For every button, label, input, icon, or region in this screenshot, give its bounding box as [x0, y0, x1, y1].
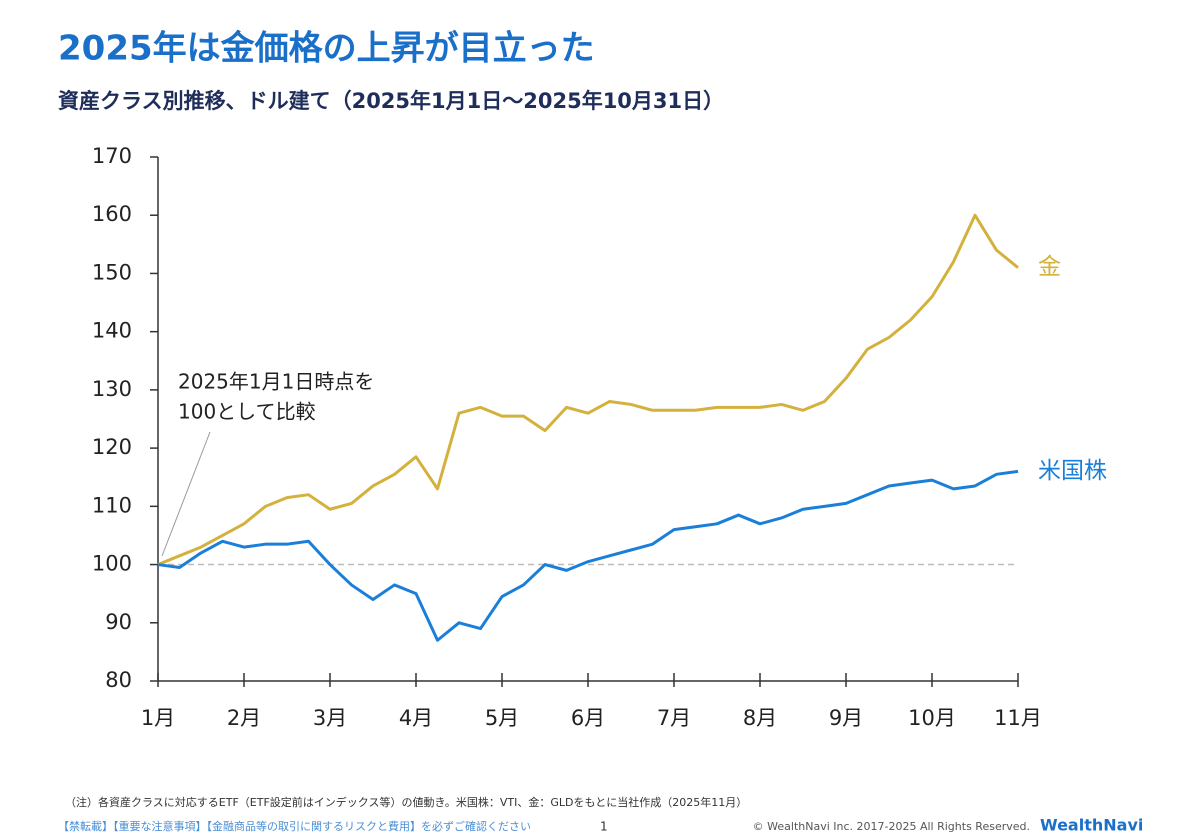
x-tick-label: 5月 — [485, 706, 519, 730]
page-number: 1 — [600, 820, 608, 834]
annotation-leader — [161, 431, 211, 557]
x-tick-label: 6月 — [571, 706, 605, 730]
title: 2025年は金価格の上昇が目立った — [58, 29, 595, 69]
y-tick-label: 110 — [92, 493, 132, 517]
series-line — [157, 213, 1019, 566]
x-tick-label: 9月 — [829, 706, 863, 730]
x-tick-label: 3月 — [313, 706, 347, 730]
footnote: （注）各資産クラスに対応するETF（ETF設定前はインデックス等）の値動き。米国… — [65, 795, 747, 809]
x-tick-label: 11月 — [994, 706, 1042, 730]
y-tick-label: 170 — [92, 144, 132, 168]
x-tick-label: 1月 — [141, 706, 175, 730]
annotation: 2025年1月1日時点を — [178, 370, 374, 394]
y-tick-label: 130 — [92, 377, 132, 401]
copyright: © WealthNavi Inc. 2017-2025 All Rights R… — [753, 820, 1030, 833]
disclaimer[interactable]: 【禁転載】【重要な注意事項】【金融商品等の取引に関するリスクと費用】を必ずご確認… — [58, 819, 531, 833]
series-line — [157, 469, 1019, 642]
y-tick-label: 120 — [92, 435, 132, 459]
y-tick-label: 160 — [92, 202, 132, 226]
x-tick-label: 7月 — [657, 706, 691, 730]
series-label: 米国株 — [1038, 458, 1107, 484]
subtitle: 資産クラス別推移、ドル建て（2025年1月1日～2025年10月31日） — [58, 89, 724, 113]
y-tick-label: 90 — [105, 610, 132, 634]
x-tick-label: 4月 — [399, 706, 433, 730]
annotation: 100として比較 — [178, 400, 316, 424]
y-tick-label: 140 — [92, 319, 132, 343]
x-tick-label: 2月 — [227, 706, 261, 730]
x-tick-label: 8月 — [743, 706, 777, 730]
y-tick-label: 80 — [105, 668, 132, 692]
logo: WealthNavi — [1040, 816, 1143, 835]
y-tick-label: 100 — [92, 552, 132, 576]
y-tick-label: 150 — [92, 260, 132, 284]
series-label: 金 — [1038, 254, 1061, 280]
x-tick-label: 10月 — [908, 706, 956, 730]
